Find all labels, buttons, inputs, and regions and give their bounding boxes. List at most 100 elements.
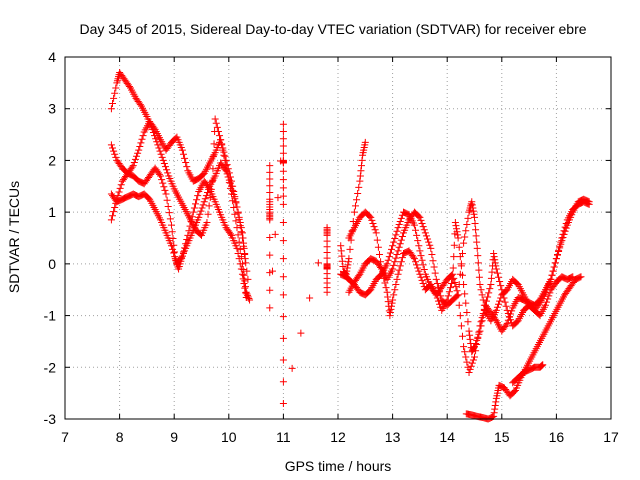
- data-point-marker: [154, 141, 162, 149]
- data-point-marker: [424, 235, 432, 243]
- data-point-marker: [279, 167, 287, 175]
- data-point-marker: [222, 156, 230, 164]
- data-point-marker: [491, 405, 499, 413]
- data-point-marker: [469, 204, 477, 212]
- data-point-marker: [279, 399, 287, 407]
- data-point-marker: [416, 213, 424, 221]
- data-point-marker: [115, 188, 123, 196]
- data-point-marker: [188, 213, 196, 221]
- data-point-marker: [217, 136, 225, 144]
- data-point-marker: [503, 306, 511, 314]
- data-point-marker: [394, 270, 402, 278]
- data-point-marker: [158, 176, 166, 184]
- data-point-marker: [451, 218, 459, 226]
- data-point-marker: [210, 140, 218, 148]
- data-point-marker: [358, 156, 366, 164]
- data-point-marker: [279, 291, 287, 299]
- data-point-marker: [368, 216, 376, 224]
- data-point-marker: [412, 258, 420, 266]
- data-point-marker: [357, 162, 365, 170]
- data-point-marker: [190, 204, 198, 212]
- data-point-marker: [138, 135, 146, 143]
- data-point-marker: [425, 238, 433, 246]
- data-point-marker: [397, 258, 405, 266]
- data-point-marker: [390, 291, 398, 299]
- data-point-marker: [498, 286, 506, 294]
- data-point-marker: [179, 150, 187, 158]
- data-point-marker: [455, 301, 463, 309]
- data-point-marker: [415, 242, 423, 250]
- data-point-marker: [221, 152, 229, 160]
- data-point-marker: [117, 181, 125, 189]
- data-point-marker: [323, 288, 331, 296]
- data-point-marker: [236, 260, 244, 268]
- data-point-marker: [233, 244, 241, 252]
- data-point-marker: [160, 183, 168, 191]
- data-point-marker: [476, 281, 484, 289]
- data-point-marker: [163, 166, 171, 174]
- data-point-marker: [112, 84, 120, 92]
- data-point-marker: [453, 228, 461, 236]
- x-tick-label: 13: [385, 429, 401, 445]
- data-point-marker: [421, 229, 429, 237]
- data-point-marker: [241, 255, 249, 263]
- data-point-marker: [386, 308, 394, 316]
- data-point-marker: [537, 362, 545, 370]
- data-point-marker: [383, 288, 391, 296]
- data-point-marker: [478, 317, 486, 325]
- data-point-marker: [240, 271, 248, 279]
- data-point-marker: [339, 262, 347, 270]
- data-point-marker: [235, 255, 243, 263]
- data-point-marker: [375, 251, 383, 259]
- series-isolated-1: [266, 120, 331, 407]
- x-tick-label: 14: [439, 429, 455, 445]
- data-point-marker: [419, 223, 427, 231]
- data-point-marker: [553, 251, 561, 259]
- data-point-marker: [410, 255, 418, 263]
- data-point-marker: [214, 127, 222, 135]
- data-point-marker: [464, 214, 472, 222]
- data-point-marker: [460, 281, 468, 289]
- data-point-marker: [478, 291, 486, 299]
- data-point-marker: [337, 247, 345, 255]
- data-point-marker: [468, 198, 476, 206]
- series-track-5: [337, 138, 369, 278]
- data-point-marker: [419, 261, 427, 269]
- x-tick-label: 9: [170, 429, 178, 445]
- data-point-marker: [385, 253, 393, 261]
- data-point-marker: [266, 175, 274, 183]
- data-point-marker: [288, 364, 296, 372]
- data-point-marker: [384, 256, 392, 264]
- data-point-marker: [415, 267, 423, 275]
- data-point-marker: [538, 362, 546, 370]
- data-point-marker: [112, 153, 120, 161]
- y-tick-label: 3: [48, 101, 56, 117]
- data-point-marker: [268, 267, 276, 275]
- data-point-marker: [544, 295, 552, 303]
- data-point-marker: [209, 165, 217, 173]
- data-point-marker: [501, 298, 509, 306]
- data-point-marker: [576, 273, 584, 281]
- data-point-marker: [231, 195, 239, 203]
- data-point-marker: [240, 242, 248, 250]
- data-point-marker: [166, 215, 174, 223]
- data-point-marker: [279, 255, 287, 263]
- data-point-marker: [107, 216, 115, 224]
- data-point-marker: [483, 297, 491, 305]
- x-tick-label: 15: [494, 429, 510, 445]
- data-point-marker: [395, 266, 403, 274]
- data-point-marker: [493, 269, 501, 277]
- data-point-marker: [225, 176, 233, 184]
- data-point-marker: [228, 182, 236, 190]
- data-point-marker: [167, 221, 175, 229]
- data-point-marker: [279, 237, 287, 245]
- data-point-marker: [189, 208, 197, 216]
- data-point-marker: [416, 270, 424, 278]
- data-point-marker: [212, 119, 220, 127]
- x-tick-label: 11: [276, 429, 291, 445]
- data-point-marker: [426, 241, 434, 249]
- data-point-marker: [372, 229, 380, 237]
- data-point-marker: [468, 359, 476, 367]
- data-point-marker: [391, 286, 399, 294]
- data-point-marker: [236, 245, 244, 253]
